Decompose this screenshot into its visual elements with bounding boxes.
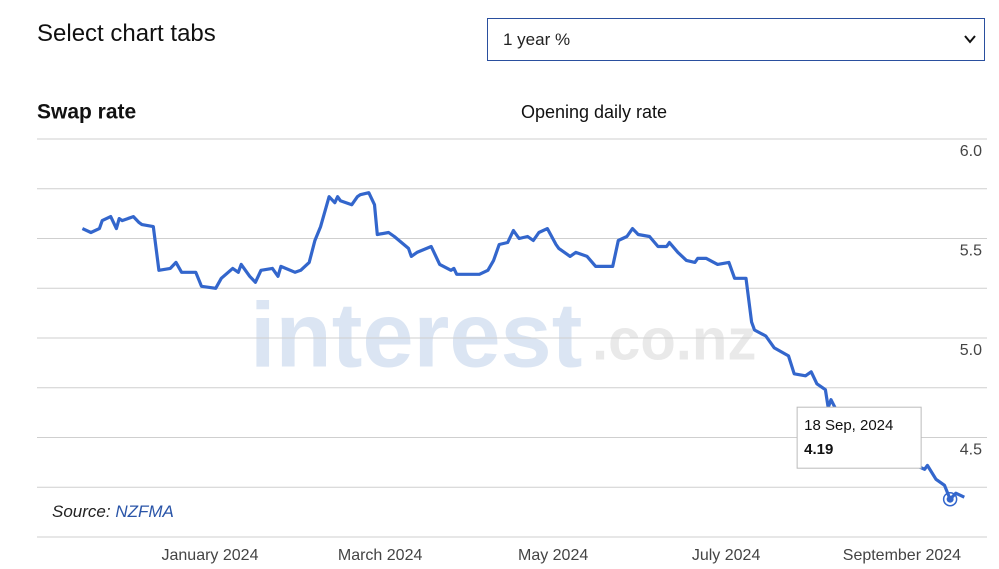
highlight-ring: [942, 491, 958, 507]
x-tick-label: July 2024: [692, 547, 761, 564]
x-tick-label: January 2024: [162, 547, 259, 564]
x-tick-label: March 2024: [338, 547, 423, 564]
chevron: [964, 35, 976, 44]
x-tick-label: May 2024: [518, 547, 588, 564]
y-tick-label: 6.0: [960, 143, 982, 160]
source-label: Source:: [52, 502, 111, 521]
tooltip-value: 4.19: [804, 441, 833, 458]
data-line: [81, 191, 965, 501]
highlight-point: [946, 495, 954, 503]
watermark: .co.nz: [592, 307, 756, 372]
chart-select[interactable]: 1 year %: [487, 18, 985, 61]
y-tick-label: 4.5: [960, 442, 982, 459]
x-tick-label: September 2024: [843, 547, 961, 564]
y-tick-label: 5.5: [960, 243, 982, 260]
chart-subtitle: Opening daily rate: [521, 102, 667, 122]
tooltip-date: 18 Sep, 2024: [804, 417, 893, 434]
watermark: interest: [250, 284, 582, 386]
select-value: 1 year %: [503, 30, 571, 49]
tooltip-box: [796, 406, 922, 469]
chart-title: Swap rate: [37, 101, 136, 124]
source-name: NZFMA: [115, 502, 174, 521]
y-tick-label: 5.0: [960, 342, 982, 359]
header-title: Select chart tabs: [37, 20, 216, 47]
source: Source: NZFMA: [52, 502, 174, 521]
